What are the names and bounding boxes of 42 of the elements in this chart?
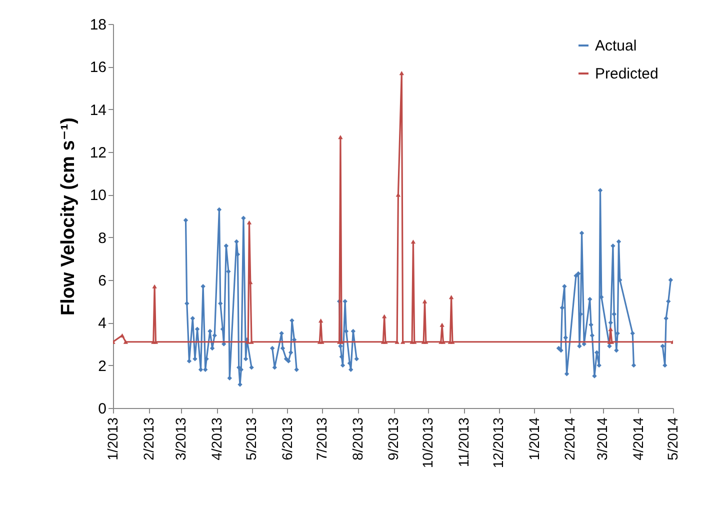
y-tick-label: 4: [98, 315, 106, 332]
x-tick-label: 1/2013: [104, 417, 120, 460]
y-tick-label: 12: [90, 144, 106, 162]
x-tick-label: 4/2014: [630, 417, 646, 460]
x-tick-label: 10/2013: [420, 417, 436, 468]
x-tick-label: 5/2014: [664, 417, 680, 460]
legend-label: Actual: [595, 38, 637, 54]
x-tick-label: 3/2013: [172, 417, 189, 460]
y-tick-label: 10: [90, 187, 106, 204]
x-tick-label: 11/2013: [456, 417, 472, 468]
point: [246, 220, 252, 224]
y-tick-label: 8: [98, 230, 106, 247]
y-tick-label: 0: [98, 400, 106, 418]
x-tick-label: 2/2013: [140, 417, 156, 460]
point: [440, 322, 444, 327]
x-tick-label: 8/2013: [349, 417, 366, 460]
x-tick-label: 5/2013: [243, 417, 260, 460]
point: [448, 295, 454, 300]
y-tick-label: 6: [98, 272, 106, 290]
y-tick-label: 2: [98, 358, 106, 375]
y-tick-label: 16: [90, 59, 106, 76]
point: [123, 340, 128, 344]
point: [338, 135, 343, 140]
y-axis-title: Flow Velocity (cm s⁻¹): [58, 118, 79, 316]
point: [608, 327, 613, 332]
x-tick-label: 9/2013: [385, 417, 402, 460]
y-tick-label: 14: [90, 102, 106, 119]
legend-label: Predicted: [595, 66, 658, 82]
x-tick-label: 3/2014: [594, 417, 610, 460]
x-tick-label: 2/2014: [562, 417, 578, 460]
point: [152, 284, 157, 288]
point: [399, 71, 404, 76]
x-tick-label: 12/2013: [490, 417, 506, 468]
point: [422, 299, 428, 304]
point: [318, 318, 324, 323]
x-tick-label: 7/2013: [313, 417, 330, 460]
x-tick-label: 6/2013: [278, 417, 295, 460]
point: [410, 240, 416, 244]
y-tick-label: 18: [90, 16, 106, 34]
x-tick-label: 4/2013: [208, 417, 224, 460]
point: [382, 314, 387, 318]
x-tick-label: 1/2014: [526, 417, 542, 460]
